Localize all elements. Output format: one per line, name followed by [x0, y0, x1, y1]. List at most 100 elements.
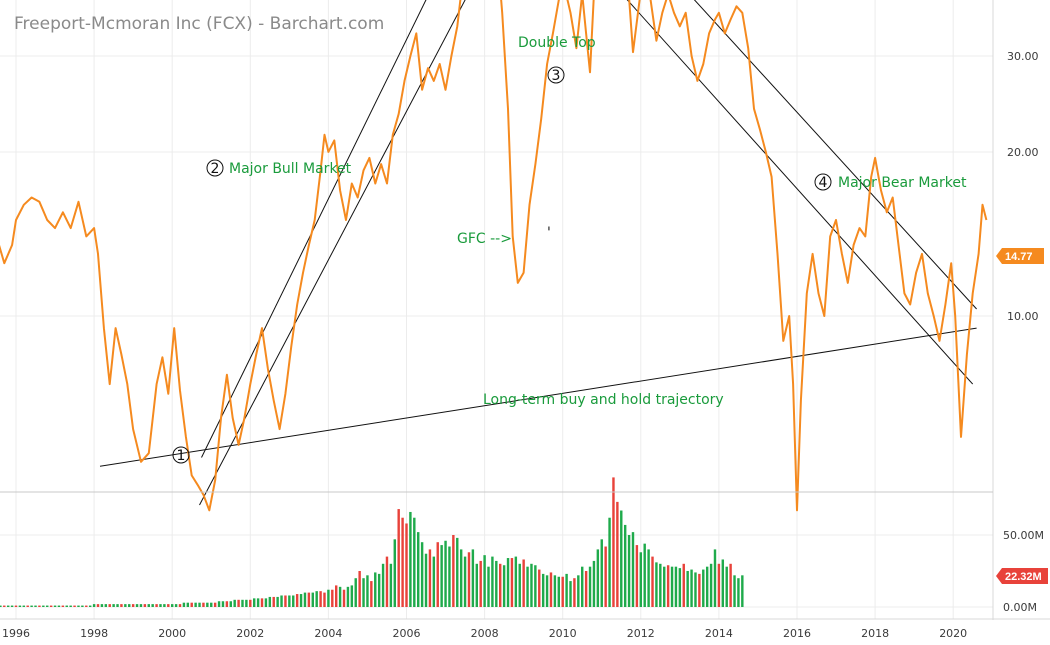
volume-bar	[139, 604, 143, 607]
price-line	[0, 0, 988, 512]
volume-bar	[522, 559, 525, 607]
volume-bar	[510, 558, 514, 607]
volume-bar	[565, 573, 568, 607]
volume-bar	[30, 605, 33, 607]
volume-bar	[534, 565, 537, 607]
volume-bar	[553, 575, 557, 607]
annotation-double-top: Double Top	[518, 35, 596, 51]
volume-bar	[647, 549, 650, 607]
volume-bar	[338, 586, 342, 607]
volume-bar	[190, 602, 193, 607]
volume-bar	[713, 549, 717, 607]
volume-bar	[409, 511, 412, 607]
volume-bar	[569, 581, 572, 607]
volume-bar	[385, 556, 389, 607]
volume-bar	[682, 563, 685, 607]
volume-bar	[0, 605, 2, 607]
volume-bar	[690, 569, 693, 607]
volume-bar	[174, 604, 178, 607]
volume-bar	[467, 552, 471, 607]
volume-bar	[241, 599, 244, 607]
volume-bar	[620, 510, 623, 607]
volume-bar	[100, 604, 104, 607]
volume-bar	[358, 571, 361, 607]
bull-channel-lower	[199, 0, 466, 506]
volume-bar	[444, 540, 447, 607]
x-tick-label: 2000	[158, 627, 186, 640]
last-price-label: 14.77	[1005, 251, 1033, 263]
bear-channel-lower	[626, 0, 974, 385]
volume-bar	[663, 566, 666, 607]
volume-bar	[6, 605, 10, 607]
price-tick-label: 20.00	[1007, 146, 1039, 159]
volume-bar	[42, 605, 45, 607]
volume-bar	[463, 556, 467, 607]
volume-bar	[596, 549, 600, 607]
volume-bar	[147, 604, 150, 607]
volume-bar	[428, 549, 432, 607]
volume-bar	[417, 532, 420, 607]
volume-bar	[143, 604, 147, 607]
volume-bar	[413, 517, 416, 607]
volume-bar	[3, 605, 6, 607]
volume-bar	[264, 598, 268, 607]
x-tick-label: 2006	[393, 627, 421, 640]
volume-bar	[284, 595, 287, 607]
bear-channel-upper	[693, 0, 977, 310]
volume-bar	[217, 601, 221, 607]
volume-bar	[616, 501, 619, 607]
volume-bar	[643, 543, 646, 607]
volume-bar	[112, 604, 115, 607]
volume-bar	[38, 605, 41, 607]
volume-bar	[573, 578, 576, 607]
marker-3-number: 3	[552, 68, 561, 84]
volume-bar	[331, 589, 334, 607]
volume-bar	[53, 605, 57, 607]
volume-bar	[674, 566, 678, 607]
volume-bar	[249, 599, 252, 607]
volume-bar	[635, 545, 639, 607]
volume-bar	[159, 604, 162, 607]
volume-bar	[213, 602, 217, 607]
volume-bar	[600, 539, 603, 607]
volume-bar	[225, 601, 229, 607]
volume-bar	[34, 605, 37, 607]
volume-bar	[120, 604, 123, 607]
volume-bar	[374, 572, 377, 607]
volume-bar	[623, 524, 627, 607]
volume-bar	[436, 542, 439, 607]
volume-bar	[612, 477, 615, 607]
volume-bar	[229, 601, 232, 607]
volume-bar	[604, 546, 607, 607]
volume-bar	[362, 578, 365, 607]
x-tick-label: 1996	[2, 627, 30, 640]
volume-bar	[10, 605, 14, 607]
volume-bar	[401, 517, 404, 607]
volume-bar	[342, 589, 346, 607]
volume-bar	[698, 573, 701, 607]
volume-bar	[705, 566, 709, 607]
volume-bar	[397, 509, 400, 607]
volume-bar	[424, 553, 428, 607]
volume-tick-label: 50.00M	[1003, 529, 1044, 542]
volume-bar	[377, 573, 381, 607]
volume-bar	[651, 556, 654, 607]
volume-bar	[108, 604, 111, 607]
volume-bar	[295, 594, 299, 607]
volume-bar	[124, 604, 127, 607]
x-tick-label: 2020	[939, 627, 967, 640]
volume-bar	[280, 595, 283, 607]
volume-bar	[135, 604, 139, 607]
volume-bar	[96, 604, 100, 607]
volume-bar	[659, 563, 662, 607]
volume-bar	[702, 569, 705, 607]
volume-bar	[502, 565, 506, 607]
x-axis-ticks: 1996 1998 2000 2002 2004 2006 2008 2010 2012 2014…	[2, 627, 967, 640]
volume-bar	[631, 532, 635, 607]
volume-bar	[346, 586, 350, 607]
volume-bar	[655, 562, 658, 607]
volume-bar	[350, 585, 354, 607]
volume-bar	[303, 592, 307, 607]
